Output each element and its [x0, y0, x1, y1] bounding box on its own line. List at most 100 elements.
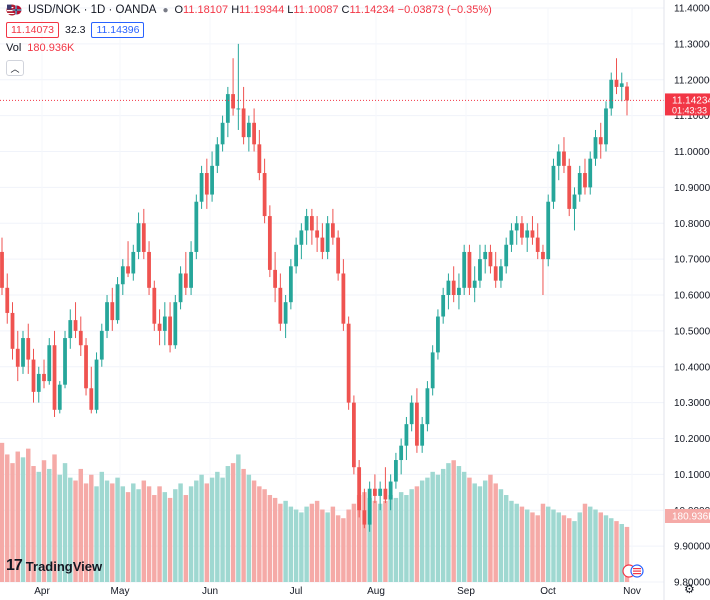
- volume-bar: [467, 477, 472, 582]
- price-tick-label: 10.20000: [674, 434, 710, 445]
- candle-body: [194, 201, 199, 252]
- volume-bar: [57, 474, 62, 582]
- volume-bar: [346, 509, 351, 582]
- candle-body: [530, 230, 535, 238]
- volume-bar: [167, 497, 173, 582]
- volume-bar: [262, 489, 267, 582]
- time-axis: Apr May Jun Jul Aug Sep Oct Nov: [34, 586, 641, 597]
- change-value: −0.03873 (−0.35%): [397, 4, 492, 16]
- candle-body: [514, 223, 519, 231]
- candle-body: [178, 273, 183, 303]
- candle-body: [94, 359, 99, 410]
- volume-bar: [588, 506, 593, 582]
- volume-bar: [62, 463, 68, 582]
- volume-bar: [435, 474, 441, 582]
- volume-bar: [257, 486, 262, 582]
- candle-body: [619, 83, 624, 87]
- volume-bar: [330, 506, 336, 582]
- volume-bar: [15, 451, 20, 582]
- sell-price-button[interactable]: 11.14073: [6, 22, 60, 38]
- candle-body: [367, 488, 372, 525]
- close-value: 11.14234: [349, 4, 395, 16]
- candle-body: [225, 94, 230, 123]
- gear-icon[interactable]: ⚙: [684, 582, 695, 596]
- volume-bar: [183, 495, 189, 582]
- volume-series: [0, 442, 630, 582]
- volume-bar: [335, 515, 341, 582]
- volume-bar: [425, 477, 430, 582]
- candle-body: [509, 230, 514, 245]
- candle-body: [451, 280, 456, 295]
- candle-body: [483, 251, 488, 260]
- candle-body: [546, 201, 551, 260]
- candle-body: [84, 345, 88, 389]
- candle-body: [15, 348, 20, 367]
- price-tick-label: 10.40000: [674, 362, 710, 373]
- price-tick-label: 10.60000: [674, 291, 710, 302]
- volume-bar: [320, 509, 325, 582]
- tradingview-logo[interactable]: 17 TradingView: [6, 557, 102, 575]
- volume-bar: [451, 460, 456, 582]
- volume-bar: [404, 495, 409, 582]
- candle-body: [499, 266, 503, 281]
- buy-price-button[interactable]: 11.14396: [91, 22, 145, 38]
- current-price-label: 11.14234: [672, 95, 710, 106]
- volume-bar: [461, 471, 467, 582]
- candle-body: [246, 122, 251, 138]
- candle-body: [346, 323, 351, 403]
- volume-bar: [393, 497, 399, 582]
- volume-bar: [272, 497, 278, 582]
- candle-body: [457, 287, 461, 295]
- candle-body: [157, 323, 162, 331]
- symbol-title[interactable]: USD/NOK · 1D · OANDA: [28, 4, 157, 16]
- price-tick-label: 11.00000: [674, 147, 710, 158]
- candle-body: [588, 158, 593, 188]
- volume-bar: [246, 474, 252, 582]
- volume-bar: [398, 492, 404, 582]
- spread-value: 32.3: [65, 24, 86, 36]
- volume-label: Vol: [6, 42, 22, 54]
- volume-bar: [598, 512, 603, 582]
- volume-bar: [110, 483, 115, 582]
- time-tick-label: Nov: [623, 586, 641, 597]
- volume-bar: [530, 512, 535, 582]
- price-tick-label: 10.90000: [674, 183, 710, 194]
- volume-bar: [477, 486, 483, 582]
- volume-bar: [152, 495, 157, 582]
- candle-body: [262, 173, 267, 217]
- volume-bar: [540, 503, 546, 582]
- candle-body: [399, 445, 404, 461]
- flag-events-icon[interactable]: [622, 564, 646, 578]
- candle-body: [304, 216, 309, 231]
- time-tick-label: Apr: [34, 586, 50, 597]
- volume-bar: [609, 518, 614, 582]
- volume-bar: [204, 483, 210, 582]
- close-label: C: [341, 4, 350, 16]
- candle-body: [504, 244, 509, 267]
- candle-body: [183, 273, 188, 288]
- volume-bar: [288, 506, 294, 582]
- candle-body: [26, 338, 31, 360]
- price-tick-label: 11.30000: [674, 39, 710, 50]
- candle-body: [404, 424, 409, 446]
- candle-body: [141, 223, 146, 252]
- candle-series: [0, 43, 629, 532]
- volume-bar: [488, 474, 493, 582]
- candle-body: [89, 388, 94, 410]
- price-tick-label: 10.70000: [674, 255, 710, 266]
- candle-body: [315, 230, 320, 238]
- candle-body: [420, 424, 425, 446]
- volume-bar: [561, 515, 567, 582]
- candle-body: [462, 251, 467, 288]
- candle-body: [541, 251, 545, 260]
- candle-body: [257, 144, 262, 174]
- candle-body: [294, 244, 299, 267]
- candle-body: [309, 216, 314, 231]
- volume-bar: [236, 454, 241, 582]
- candle-body: [609, 79, 614, 109]
- candle-body: [383, 488, 388, 500]
- collapse-legend-button[interactable]: ︿: [6, 60, 24, 76]
- volume-bar: [356, 495, 362, 582]
- volume-bar: [519, 506, 525, 582]
